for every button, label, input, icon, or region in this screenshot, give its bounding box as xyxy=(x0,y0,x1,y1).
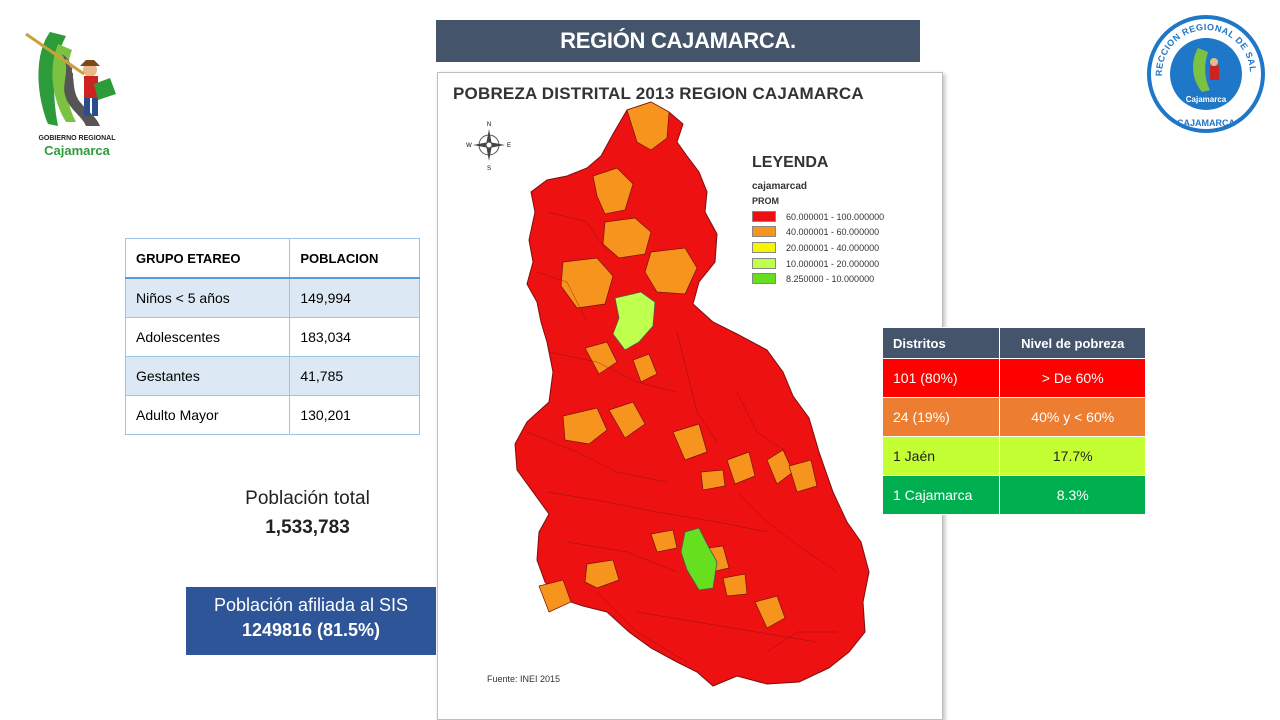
legend-item: 60.000001 - 100.000000 xyxy=(752,211,884,222)
cell-poverty-level: 8.3% xyxy=(999,475,1146,515)
legend-title: LEYENDA xyxy=(752,154,829,171)
legend-item: 20.000001 - 40.000000 xyxy=(752,242,879,253)
legend-field: PROM xyxy=(752,196,779,206)
table-row: Adolescentes 183,034 xyxy=(124,317,420,357)
table-row: Adulto Mayor 130,201 xyxy=(124,395,420,435)
cell-population: 41,785 xyxy=(289,356,420,396)
district-cajamarca xyxy=(680,527,718,591)
sis-affiliation-box: Población afiliada al SIS 1249816 (81.5%… xyxy=(186,587,436,655)
legend-swatch xyxy=(752,273,776,284)
legend-swatch xyxy=(752,258,776,269)
population-table: GRUPO ETAREO POBLACION Niños < 5 años 14… xyxy=(124,238,420,435)
legend-label: 40.000001 - 60.000000 xyxy=(786,226,880,237)
compass-s: S xyxy=(487,166,491,172)
cell-districts: 24 (19%) xyxy=(881,397,1001,437)
sis-label: Población afiliada al SIS xyxy=(213,595,409,615)
cell-group: Gestantes xyxy=(124,356,291,396)
cell-population: 130,201 xyxy=(289,395,420,435)
district-jaen xyxy=(612,291,656,351)
header-poblacion: POBLACION xyxy=(289,238,420,279)
legend-label: 60.000001 - 100.000000 xyxy=(786,211,885,222)
cell-districts: 1 Cajamarca xyxy=(881,475,1001,515)
legend-label: 10.000001 - 20.000000 xyxy=(786,258,880,269)
gobierno-regional-logo: GOBIERNO REGIONAL Cajamarca xyxy=(22,14,132,164)
cell-population: 183,034 xyxy=(289,317,420,357)
header-distritos: Distritos xyxy=(881,327,1001,359)
cell-poverty-level: 17.7% xyxy=(999,436,1146,476)
district-poverty-table: Distritos Nivel de pobreza 101 (80%) > D… xyxy=(881,327,1146,515)
page-title: REGIÓN CAJAMARCA. xyxy=(436,20,920,62)
table-row: Gestantes 41,785 xyxy=(124,356,420,396)
map-source: Fuente: INEI 2015 xyxy=(487,674,561,684)
table-row: 1 Jaén 17.7% xyxy=(881,436,1146,476)
header-grupo-etareo: GRUPO ETAREO xyxy=(124,238,291,279)
region-cajamarca-shape xyxy=(514,101,870,687)
cell-districts: 101 (80%) xyxy=(881,358,1001,398)
legend-subtitle: cajamarcad xyxy=(752,181,808,192)
legend-swatch xyxy=(752,242,776,253)
direccion-regional-salud-logo: DIRECCION REGIONAL DE SALUD CAJAMARCA Ca… xyxy=(1143,6,1266,134)
legend-label: 8.250000 - 10.000000 xyxy=(786,273,875,284)
sis-value: 1249816 (81.5%) xyxy=(241,620,381,640)
table-row: 24 (19%) 40% y < 60% xyxy=(881,397,1146,437)
cell-population: 149,994 xyxy=(289,277,420,318)
logo-right-center-text: Cajamarca xyxy=(1186,95,1227,104)
table-row: Niños < 5 años 149,994 xyxy=(124,277,420,318)
cell-poverty-level: > De 60% xyxy=(999,358,1146,398)
legend-item: 8.250000 - 10.000000 xyxy=(752,273,874,284)
map-graphic: N S E W xyxy=(466,101,870,687)
compass-w: W xyxy=(466,143,472,149)
table-header-row: Distritos Nivel de pobreza xyxy=(881,327,1146,359)
table-row: 101 (80%) > De 60% xyxy=(881,358,1146,398)
cell-group: Niños < 5 años xyxy=(124,277,291,318)
legend-swatch xyxy=(752,226,776,237)
logo-right-bottom-text: CAJAMARCA xyxy=(1177,118,1235,128)
compass-n: N xyxy=(487,122,491,128)
orange-districts xyxy=(538,101,818,629)
logo-left-line1: GOBIERNO REGIONAL xyxy=(38,135,116,142)
map-title: POBREZA DISTRITAL 2013 REGION CAJAMARCA xyxy=(453,84,864,103)
logo-left-line2: Cajamarca xyxy=(44,143,111,158)
compass-e: E xyxy=(507,143,511,149)
total-population-value: 1,533,783 xyxy=(265,517,350,538)
table-row: 1 Cajamarca 8.3% xyxy=(881,475,1146,515)
cell-districts: 1 Jaén xyxy=(881,436,1001,476)
cell-poverty-level: 40% y < 60% xyxy=(999,397,1146,437)
header-nivel-pobreza: Nivel de pobreza xyxy=(999,327,1146,359)
total-population-label: Población total xyxy=(245,488,370,509)
compass-icon: N S E W xyxy=(466,122,511,172)
legend-item: 10.000001 - 20.000000 xyxy=(752,258,879,269)
legend-swatch xyxy=(752,211,776,222)
district-borders xyxy=(526,211,838,663)
legend-item: 40.000001 - 60.000000 xyxy=(752,226,879,237)
cell-group: Adolescentes xyxy=(124,317,291,357)
table-header-row: GRUPO ETAREO POBLACION xyxy=(124,238,420,279)
legend-label: 20.000001 - 40.000000 xyxy=(786,242,880,253)
cell-group: Adulto Mayor xyxy=(124,395,291,435)
